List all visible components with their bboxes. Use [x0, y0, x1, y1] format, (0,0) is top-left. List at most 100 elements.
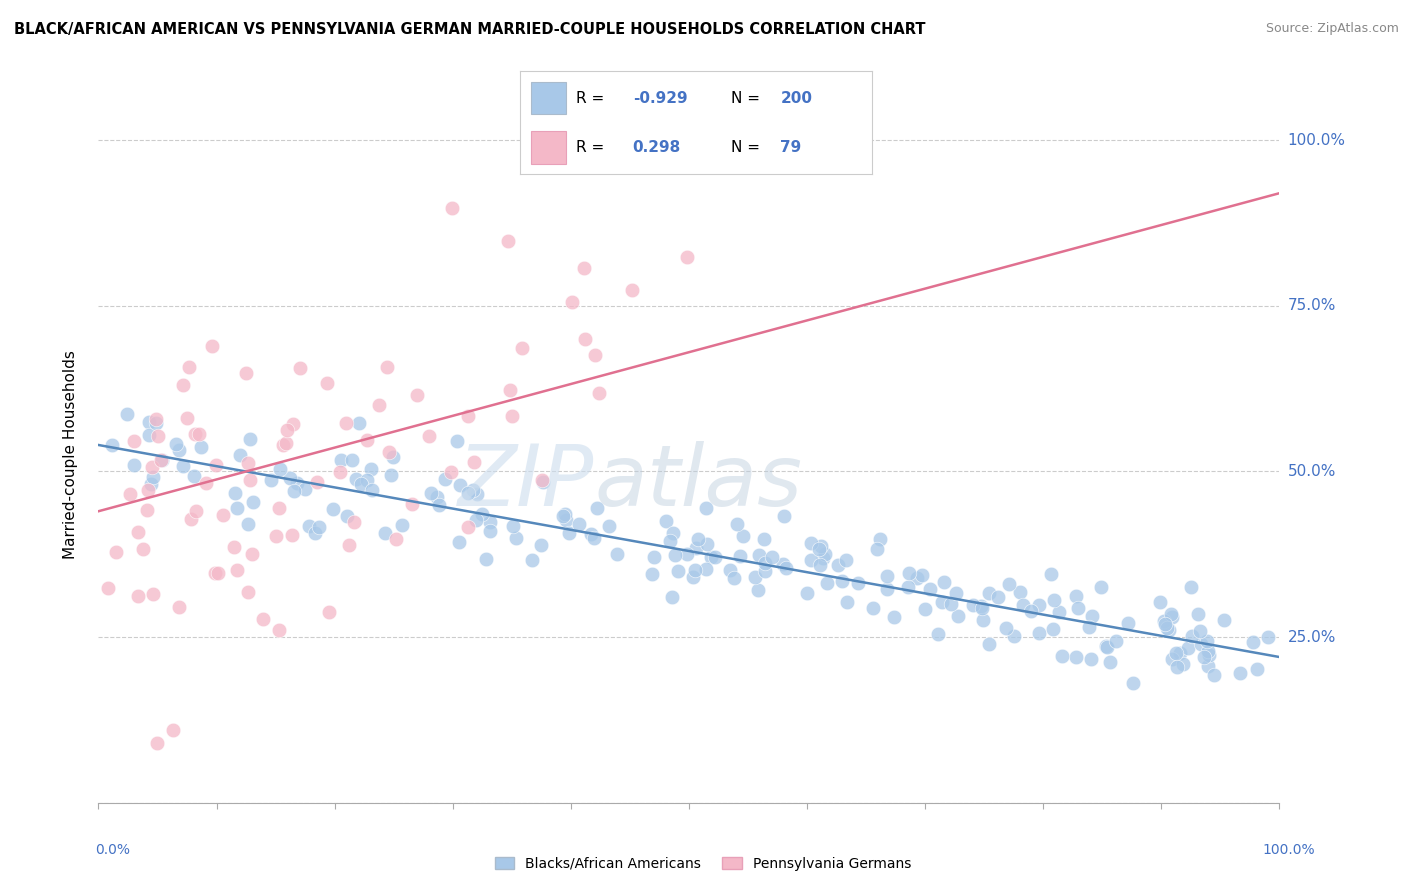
- Point: [240, 547, 263, 561]
- Point: [464, 513, 486, 527]
- Point: [970, 601, 993, 615]
- Point: [1197, 644, 1219, 658]
- Bar: [531, 81, 565, 114]
- Point: [1028, 626, 1050, 640]
- Point: [920, 582, 942, 596]
- Point: [848, 575, 870, 590]
- Point: [814, 547, 837, 561]
- Point: [1168, 646, 1191, 660]
- Point: [356, 474, 378, 488]
- Point: [1177, 641, 1199, 656]
- Point: [553, 508, 575, 523]
- Point: [269, 500, 291, 515]
- Point: [748, 548, 770, 562]
- Point: [1202, 668, 1225, 682]
- Point: [948, 608, 970, 623]
- Point: [1161, 610, 1184, 624]
- Point: [704, 550, 727, 565]
- Point: [911, 568, 934, 582]
- Point: [827, 558, 849, 572]
- Point: [127, 589, 149, 603]
- Text: BLACK/AFRICAN AMERICAN VS PENNSYLVANIA GERMAN MARRIED-COUPLE HOUSEHOLDS CORRELAT: BLACK/AFRICAN AMERICAN VS PENNSYLVANIA G…: [14, 22, 925, 37]
- Point: [1153, 614, 1175, 628]
- Point: [281, 528, 304, 542]
- Point: [457, 519, 479, 533]
- Point: [122, 458, 145, 473]
- Point: [165, 437, 187, 451]
- Text: -0.929: -0.929: [633, 90, 688, 105]
- Point: [1067, 600, 1090, 615]
- Point: [568, 517, 591, 532]
- Point: [1181, 629, 1204, 643]
- Text: 100.0%: 100.0%: [1263, 843, 1315, 857]
- Point: [1156, 622, 1178, 636]
- Point: [529, 538, 551, 552]
- Point: [606, 547, 628, 561]
- Point: [142, 470, 165, 484]
- Point: [418, 429, 440, 443]
- Point: [374, 525, 396, 540]
- Point: [267, 623, 290, 637]
- Point: [1012, 598, 1035, 612]
- Point: [1246, 662, 1268, 676]
- Text: N =: N =: [731, 90, 761, 105]
- Point: [471, 508, 494, 522]
- Point: [97, 581, 120, 595]
- Point: [347, 416, 370, 430]
- Point: [1080, 652, 1102, 666]
- Point: [1002, 629, 1025, 643]
- Bar: [531, 131, 565, 163]
- Text: 200: 200: [780, 90, 813, 105]
- Point: [401, 497, 423, 511]
- Point: [683, 563, 706, 577]
- Point: [336, 509, 359, 524]
- Text: N =: N =: [731, 140, 761, 155]
- Point: [502, 519, 524, 533]
- Point: [865, 542, 887, 557]
- Point: [330, 453, 353, 467]
- Point: [224, 540, 246, 554]
- Point: [307, 475, 329, 490]
- Point: [1157, 623, 1180, 637]
- Point: [1149, 595, 1171, 609]
- Text: 25.0%: 25.0%: [1288, 630, 1336, 645]
- Point: [700, 550, 723, 565]
- Point: [501, 409, 523, 424]
- Text: ZIP: ZIP: [458, 442, 595, 524]
- Point: [876, 569, 898, 583]
- Point: [150, 453, 173, 467]
- Point: [730, 549, 752, 564]
- Point: [897, 580, 920, 594]
- Y-axis label: Married-couple Households: Married-couple Households: [63, 351, 77, 559]
- Point: [1081, 609, 1104, 624]
- Point: [496, 234, 519, 248]
- Point: [800, 552, 823, 566]
- Point: [531, 475, 554, 489]
- Point: [512, 341, 534, 355]
- Point: [318, 606, 340, 620]
- Point: [1173, 657, 1195, 671]
- Point: [643, 550, 665, 565]
- Point: [479, 515, 502, 529]
- Point: [561, 295, 583, 310]
- Point: [162, 723, 184, 737]
- Point: [574, 332, 596, 346]
- Point: [862, 601, 884, 615]
- Point: [1160, 607, 1182, 622]
- Point: [583, 348, 606, 362]
- Point: [869, 532, 891, 546]
- Point: [811, 550, 834, 565]
- Point: [145, 412, 167, 426]
- Point: [148, 429, 170, 443]
- Point: [226, 563, 249, 577]
- Point: [499, 383, 522, 397]
- Point: [835, 552, 858, 566]
- Point: [572, 260, 595, 275]
- Point: [100, 437, 122, 451]
- Point: [1180, 580, 1202, 594]
- Point: [145, 416, 167, 430]
- Point: [184, 504, 207, 518]
- Point: [927, 627, 949, 641]
- Point: [225, 500, 247, 515]
- Point: [641, 567, 664, 582]
